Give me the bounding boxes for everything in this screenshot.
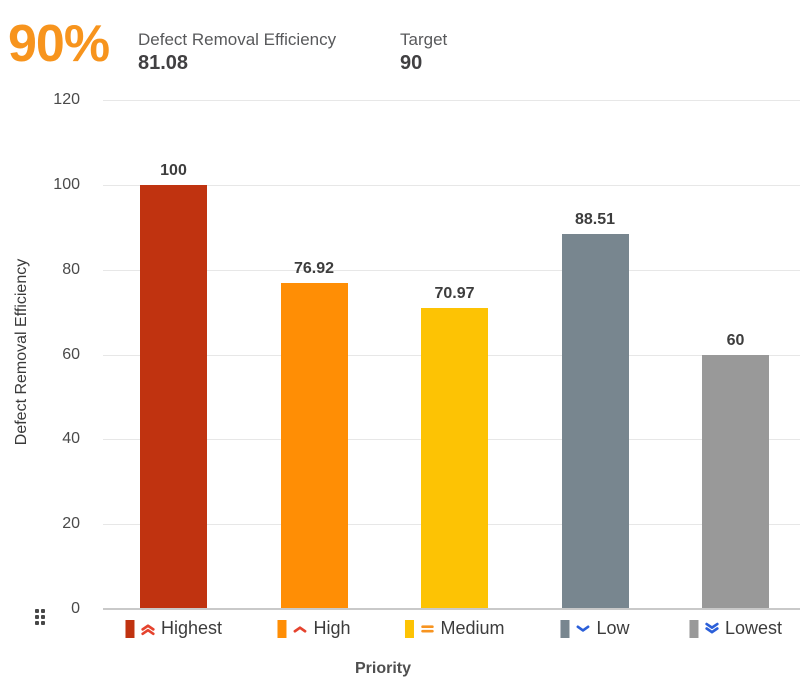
legend-item-high[interactable]: High bbox=[277, 618, 351, 639]
legend-swatch bbox=[560, 619, 570, 638]
legend-item-low[interactable]: Low bbox=[560, 618, 630, 639]
drag-handle-icon[interactable] bbox=[35, 609, 45, 625]
kpi-target: Target 90 bbox=[400, 30, 447, 76]
bar-highest[interactable] bbox=[140, 184, 207, 609]
bar-value-label: 88.51 bbox=[574, 210, 616, 228]
priority-highest-icon bbox=[140, 624, 155, 636]
priority-low-icon bbox=[576, 625, 590, 632]
bar-value-label: 60 bbox=[726, 331, 745, 349]
gauge-value: 90% bbox=[8, 15, 110, 73]
legend-item-medium[interactable]: Medium bbox=[404, 618, 505, 639]
gridline bbox=[103, 100, 800, 101]
target-value: 90 bbox=[400, 52, 423, 75]
y-tick-label: 20 bbox=[62, 515, 80, 533]
y-tick-label: 60 bbox=[62, 345, 80, 363]
y-tick-label: 100 bbox=[53, 175, 80, 193]
bar-lowest[interactable] bbox=[702, 354, 769, 609]
kpi-value: 81.08 bbox=[138, 52, 189, 75]
x-axis-title: Priority bbox=[354, 660, 412, 677]
bar-medium[interactable] bbox=[421, 307, 488, 609]
gridline bbox=[103, 270, 800, 271]
x-axis-line bbox=[103, 608, 800, 610]
legend-swatch bbox=[404, 619, 414, 638]
y-tick-label: 0 bbox=[71, 600, 80, 617]
legend-item-lowest[interactable]: Lowest bbox=[688, 618, 783, 639]
bar-value-label: 100 bbox=[160, 161, 187, 179]
kpi-defect-removal-efficiency: Defect Removal Efficiency 81.08 bbox=[138, 30, 336, 76]
legend-swatch bbox=[688, 619, 698, 638]
y-tick-label: 40 bbox=[62, 430, 80, 448]
priority-medium-icon bbox=[420, 625, 434, 633]
legend-label: Lowest bbox=[724, 618, 783, 638]
legend-swatch bbox=[124, 619, 134, 638]
legend-label: Highest bbox=[160, 618, 223, 638]
target-label: Target bbox=[400, 30, 448, 49]
y-tick-label: 80 bbox=[62, 260, 80, 278]
gridline bbox=[103, 185, 800, 186]
legend-swatch bbox=[277, 619, 287, 638]
bar-value-label: 70.97 bbox=[434, 284, 475, 302]
legend-label: Medium bbox=[440, 618, 505, 638]
y-tick-label: 120 bbox=[53, 91, 80, 108]
legend-label: High bbox=[313, 618, 351, 638]
bar-value-label: 76.92 bbox=[293, 259, 335, 277]
legend-label: Low bbox=[596, 618, 630, 638]
bar-low[interactable] bbox=[561, 233, 629, 609]
bar-high[interactable] bbox=[280, 282, 348, 609]
kpi-label: Defect Removal Efficiency bbox=[138, 30, 337, 49]
legend-item-highest[interactable]: Highest bbox=[124, 618, 223, 639]
priority-high-icon bbox=[293, 626, 307, 633]
priority-lowest-icon bbox=[704, 622, 719, 634]
